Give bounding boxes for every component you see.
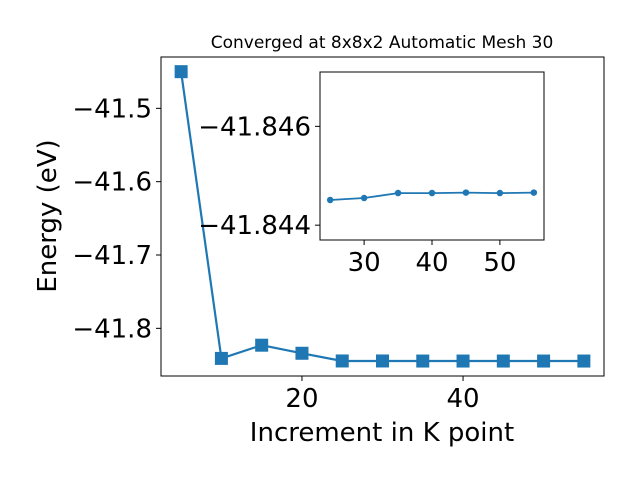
inset-data-point — [428, 189, 436, 197]
main-y-tick-label: −41.7 — [72, 241, 152, 271]
main-data-point — [295, 346, 309, 360]
main-y-tick-label: −41.8 — [72, 314, 152, 344]
main-series — [174, 65, 591, 368]
main-data-point — [496, 354, 510, 368]
main-data-point — [416, 354, 430, 368]
main-chart-title: Converged at 8x8x2 Automatic Mesh 30 — [211, 33, 554, 53]
inset-data-point — [360, 194, 368, 202]
inset-x-tick-label: 30 — [348, 248, 381, 278]
main-y-axis-label: Energy (eV) — [33, 139, 63, 292]
inset-plot: 30 40 50 −41.846 −41.844 — [198, 71, 545, 278]
main-data-point — [456, 354, 470, 368]
inset-data-point — [496, 189, 504, 197]
inset-y-tick-label: −41.846 — [198, 112, 311, 142]
inset-data-point — [530, 189, 538, 196]
main-plot: Converged at 8x8x2 Automatic Mesh 30 Inc… — [33, 33, 605, 448]
main-y-tick-label: −41.5 — [72, 94, 152, 124]
main-data-point — [255, 338, 269, 352]
main-plot-frame — [160, 56, 605, 377]
inset-x-tick-label: 40 — [415, 248, 448, 278]
main-x-axis-label: Increment in K point — [250, 418, 514, 448]
main-x-ticks: 20 40 — [285, 376, 480, 414]
inset-y-ticks: −41.846 −41.844 — [198, 112, 320, 241]
inset-x-ticks: 30 40 50 — [348, 240, 516, 278]
main-y-ticks: −41.5 −41.6 −41.7 −41.8 — [72, 94, 161, 344]
inset-data-point — [462, 189, 470, 196]
main-x-tick-label: 20 — [285, 384, 318, 414]
inset-plot-background — [320, 72, 544, 240]
main-data-point — [376, 354, 389, 368]
main-data-point — [214, 351, 228, 365]
inset-y-tick-label: −41.844 — [198, 211, 311, 241]
inset-x-tick-label: 50 — [483, 248, 516, 278]
inset-series — [326, 189, 538, 204]
inset-data-point — [394, 189, 402, 197]
main-x-tick-label: 40 — [446, 384, 479, 414]
inset-data-point — [326, 196, 334, 204]
main-data-point — [335, 354, 349, 368]
main-data-point — [537, 354, 551, 368]
main-data-point — [577, 354, 591, 368]
main-y-tick-label: −41.6 — [72, 168, 152, 198]
main-data-point — [174, 65, 188, 79]
